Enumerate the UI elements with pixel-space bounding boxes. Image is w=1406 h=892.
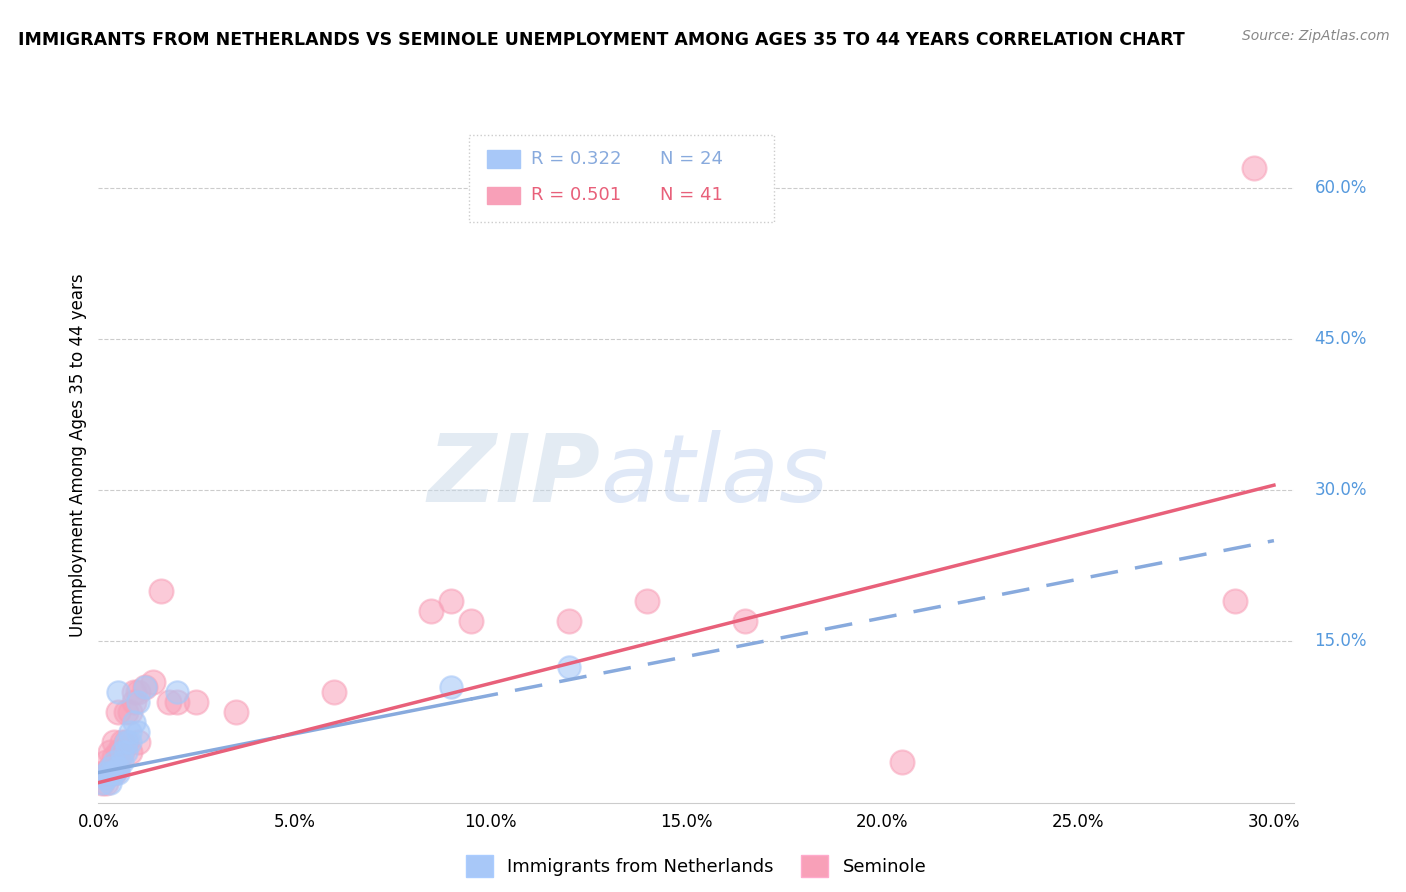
- Point: [460, 615, 482, 629]
- Point: [322, 685, 344, 699]
- Point: [107, 756, 129, 770]
- Point: [115, 745, 138, 759]
- Point: [150, 584, 173, 599]
- Point: [107, 745, 129, 759]
- Legend: Immigrants from Netherlands, Seminole: Immigrants from Netherlands, Seminole: [458, 847, 934, 884]
- Point: [890, 756, 912, 770]
- Point: [111, 745, 134, 759]
- Point: [122, 685, 145, 699]
- Point: [91, 775, 114, 789]
- Point: [107, 760, 129, 774]
- Point: [96, 771, 118, 785]
- Point: [103, 765, 125, 780]
- FancyBboxPatch shape: [486, 187, 520, 204]
- Point: [91, 775, 114, 789]
- Point: [134, 680, 156, 694]
- Point: [111, 745, 134, 759]
- Point: [636, 594, 658, 608]
- Point: [118, 735, 141, 749]
- Point: [118, 745, 141, 759]
- Point: [118, 725, 141, 739]
- Point: [107, 765, 129, 780]
- Point: [127, 735, 149, 749]
- Point: [91, 765, 114, 780]
- Point: [166, 695, 188, 709]
- Point: [127, 685, 149, 699]
- Point: [98, 760, 121, 774]
- Point: [98, 760, 121, 774]
- Point: [96, 765, 118, 780]
- Text: N = 41: N = 41: [661, 186, 723, 204]
- Point: [115, 735, 138, 749]
- Point: [98, 745, 121, 759]
- Point: [1243, 161, 1265, 175]
- Point: [96, 756, 118, 770]
- Point: [157, 695, 180, 709]
- Point: [734, 615, 756, 629]
- Point: [225, 705, 247, 719]
- Text: Source: ZipAtlas.com: Source: ZipAtlas.com: [1241, 29, 1389, 43]
- Point: [118, 705, 141, 719]
- FancyBboxPatch shape: [470, 135, 773, 222]
- FancyBboxPatch shape: [486, 150, 520, 168]
- Point: [122, 695, 145, 709]
- Text: N = 24: N = 24: [661, 150, 723, 168]
- Text: 30.0%: 30.0%: [1315, 481, 1367, 500]
- Point: [103, 765, 125, 780]
- Text: 15.0%: 15.0%: [1315, 632, 1367, 650]
- Point: [98, 765, 121, 780]
- Text: 60.0%: 60.0%: [1315, 178, 1367, 197]
- Point: [103, 735, 125, 749]
- Point: [107, 705, 129, 719]
- Point: [103, 756, 125, 770]
- Point: [107, 685, 129, 699]
- Text: R = 0.322: R = 0.322: [531, 150, 621, 168]
- Point: [557, 659, 579, 673]
- Text: atlas: atlas: [600, 430, 828, 521]
- Point: [440, 594, 463, 608]
- Point: [186, 695, 208, 709]
- Point: [115, 705, 138, 719]
- Point: [557, 615, 579, 629]
- Point: [127, 725, 149, 739]
- Point: [166, 685, 188, 699]
- Y-axis label: Unemployment Among Ages 35 to 44 years: Unemployment Among Ages 35 to 44 years: [69, 273, 87, 637]
- Point: [134, 680, 156, 694]
- Text: 45.0%: 45.0%: [1315, 330, 1367, 348]
- Point: [111, 735, 134, 749]
- Point: [111, 756, 134, 770]
- Point: [98, 765, 121, 780]
- Point: [420, 604, 443, 618]
- Point: [96, 765, 118, 780]
- Point: [96, 775, 118, 789]
- Text: R = 0.501: R = 0.501: [531, 186, 621, 204]
- Text: ZIP: ZIP: [427, 430, 600, 522]
- Point: [127, 695, 149, 709]
- Point: [142, 674, 165, 689]
- Point: [440, 680, 463, 694]
- Point: [1223, 594, 1246, 608]
- Point: [98, 775, 121, 789]
- Point: [122, 715, 145, 730]
- Point: [115, 735, 138, 749]
- Point: [103, 750, 125, 764]
- Text: IMMIGRANTS FROM NETHERLANDS VS SEMINOLE UNEMPLOYMENT AMONG AGES 35 TO 44 YEARS C: IMMIGRANTS FROM NETHERLANDS VS SEMINOLE …: [18, 31, 1185, 49]
